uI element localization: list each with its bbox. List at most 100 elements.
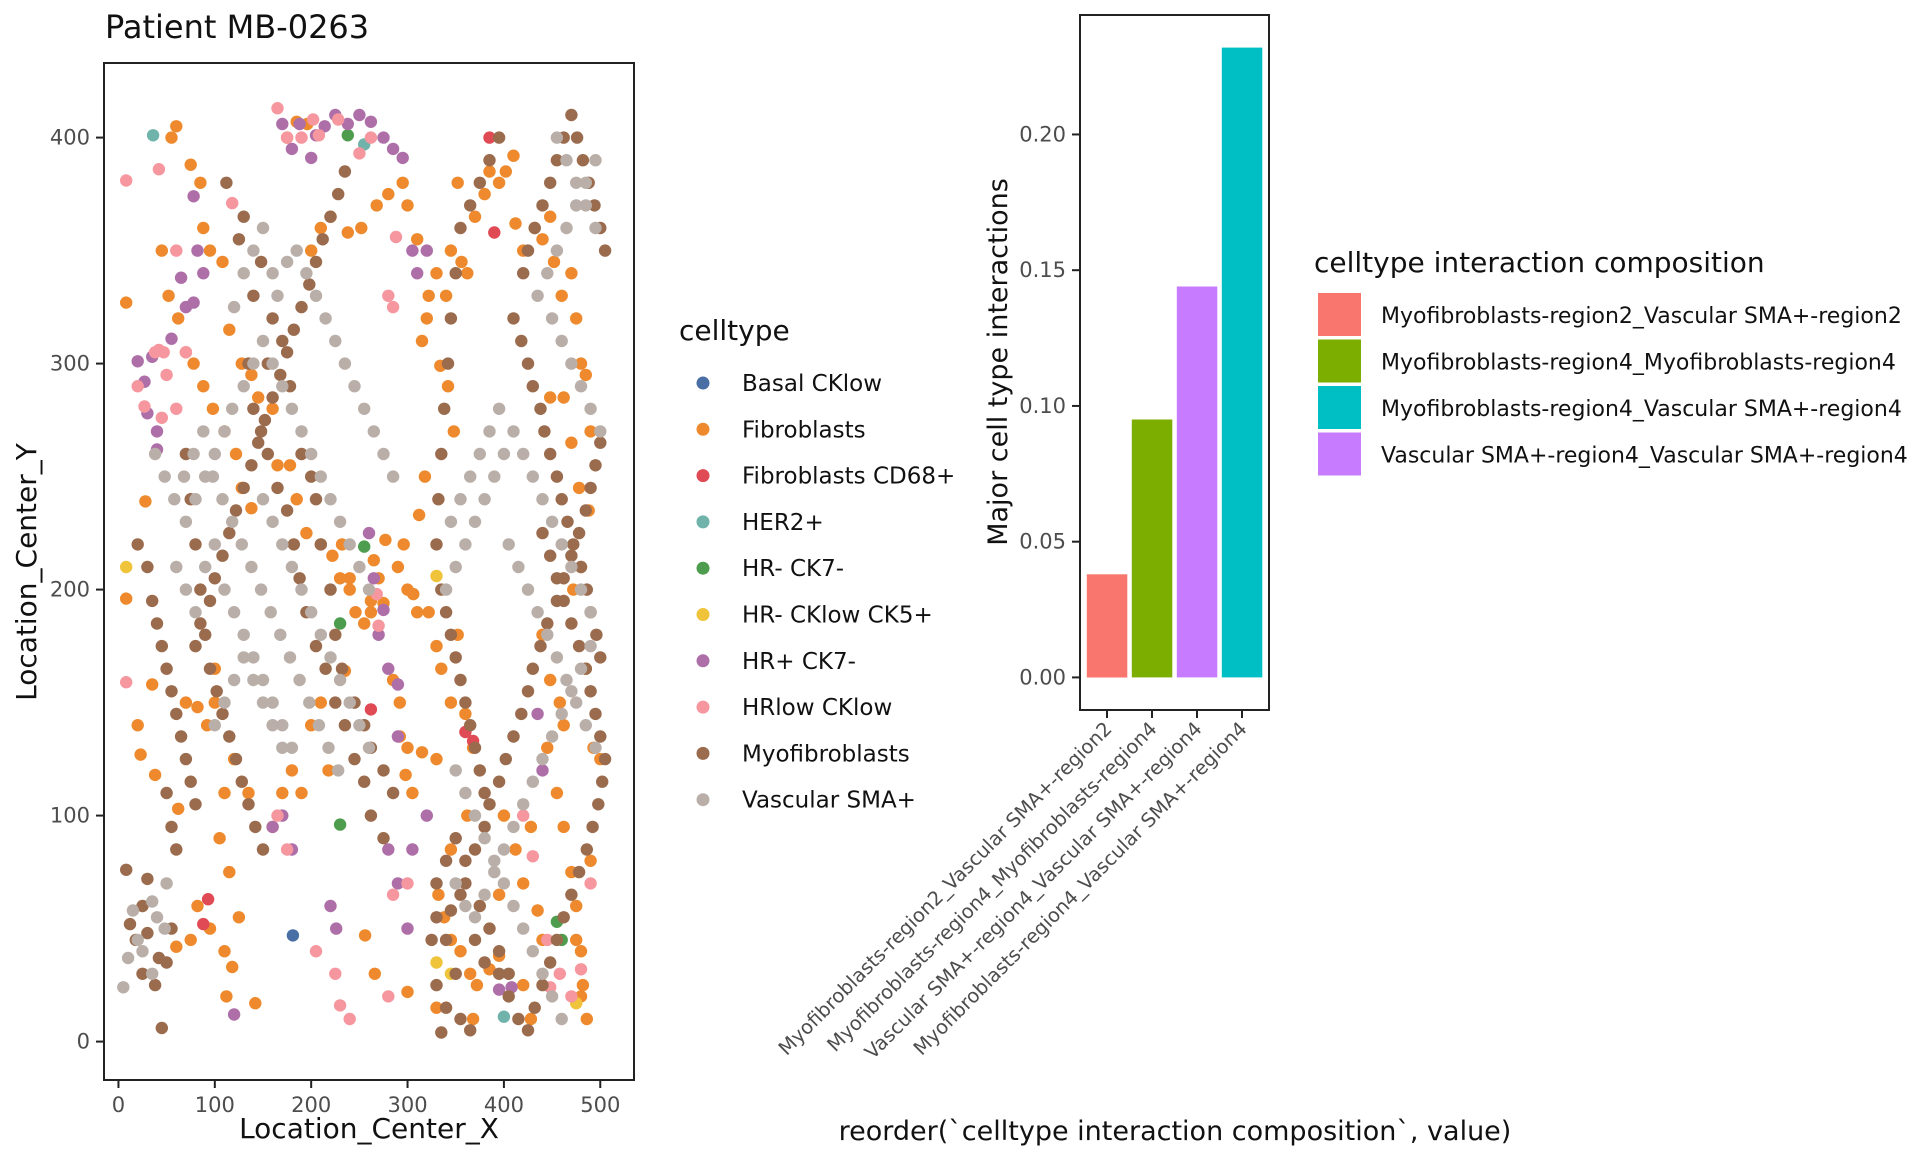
scatter-point bbox=[420, 244, 433, 257]
scatter-point bbox=[157, 346, 170, 359]
scatter-point bbox=[226, 402, 239, 415]
scatter-point bbox=[295, 786, 308, 800]
scatter-point bbox=[439, 933, 453, 947]
scatter-point bbox=[561, 515, 574, 528]
scatter-point bbox=[557, 594, 570, 608]
scatter-point bbox=[483, 798, 496, 811]
scatter-point bbox=[191, 244, 204, 257]
scatter-point bbox=[528, 1001, 541, 1014]
scatter-point bbox=[341, 226, 354, 239]
scatter-point bbox=[382, 289, 395, 302]
scatter-point bbox=[526, 470, 539, 483]
scatter-point bbox=[266, 402, 279, 415]
scatter-point bbox=[303, 278, 316, 291]
scatter-point bbox=[199, 560, 212, 574]
scatter-point bbox=[415, 746, 429, 759]
scatter-point bbox=[349, 606, 362, 619]
scatter-point bbox=[208, 696, 221, 709]
scatter-point bbox=[430, 267, 443, 280]
scatter-point bbox=[314, 538, 327, 551]
scatter-point bbox=[165, 820, 178, 834]
scatter-point bbox=[216, 493, 229, 506]
scatter-point bbox=[377, 603, 390, 617]
scatter-point bbox=[367, 572, 380, 585]
scatter-point bbox=[271, 459, 284, 472]
scatter-point bbox=[338, 357, 352, 370]
scatter-point bbox=[223, 730, 236, 743]
scatter-point bbox=[324, 651, 337, 664]
scatter-point bbox=[283, 459, 297, 472]
scatter-point bbox=[473, 899, 486, 913]
celltype-legend-swatch bbox=[696, 793, 710, 807]
scatter-point bbox=[139, 495, 152, 508]
scatter-point bbox=[517, 877, 530, 890]
interaction-legend-title: celltype interaction composition bbox=[1314, 246, 1765, 279]
scatter-point bbox=[517, 809, 530, 822]
scatter-point bbox=[555, 707, 568, 721]
celltype-legend-label: HR+ CK7- bbox=[742, 649, 856, 675]
scatter-point bbox=[454, 493, 467, 506]
scatter-point bbox=[189, 538, 202, 551]
scatter-point bbox=[468, 809, 482, 822]
scatter-point bbox=[136, 945, 149, 958]
scatter-x-tick-label: 200 bbox=[291, 1093, 331, 1117]
scatter-point bbox=[247, 244, 260, 257]
scatter-point bbox=[507, 425, 520, 438]
scatter-point bbox=[579, 504, 592, 517]
bar-x-label: reorder(`celltype interaction compositio… bbox=[839, 1116, 1512, 1147]
scatter-point bbox=[459, 538, 472, 551]
scatter-point bbox=[220, 990, 233, 1003]
bar-y-tick-label: 0.10 bbox=[1019, 394, 1066, 418]
scatter-point bbox=[531, 606, 544, 619]
scatter-point bbox=[521, 357, 535, 370]
scatter-point bbox=[179, 696, 193, 709]
scatter-title: Patient MB-0263 bbox=[105, 8, 369, 46]
scatter-point bbox=[362, 526, 376, 540]
scatter-point bbox=[459, 877, 472, 890]
scatter-point bbox=[579, 176, 592, 189]
scatter-point bbox=[170, 402, 183, 415]
scatter-point bbox=[517, 922, 530, 935]
scatter-point bbox=[155, 1021, 168, 1035]
scatter-point bbox=[274, 628, 287, 641]
scatter-point bbox=[343, 583, 356, 596]
scatter-point bbox=[473, 176, 486, 189]
scatter-point bbox=[430, 1001, 443, 1014]
scatter-point bbox=[449, 967, 462, 980]
celltype-legend-label: Vascular SMA+ bbox=[742, 788, 916, 814]
scatter-point bbox=[589, 154, 602, 167]
scatter-point bbox=[338, 165, 352, 178]
scatter-point bbox=[401, 741, 414, 754]
scatter-point bbox=[131, 538, 144, 551]
scatter-point bbox=[565, 357, 578, 370]
scatter-point bbox=[249, 997, 262, 1010]
celltype-legend-label: HR- CK7- bbox=[742, 556, 844, 582]
celltype-legend-label: HR- CKlow CK5+ bbox=[742, 603, 933, 629]
scatter-x-tick-label: 300 bbox=[387, 1093, 427, 1117]
scatter-point bbox=[580, 1012, 593, 1026]
scatter-point bbox=[391, 678, 405, 691]
bar bbox=[1086, 574, 1128, 678]
scatter-point bbox=[557, 911, 570, 924]
scatter-point bbox=[536, 764, 549, 777]
scatter-point bbox=[274, 368, 287, 382]
scatter-point bbox=[256, 221, 270, 235]
scatter-point bbox=[120, 560, 133, 574]
scatter-point bbox=[560, 673, 573, 687]
scatter-point bbox=[271, 289, 284, 302]
scatter-point bbox=[396, 151, 409, 165]
scatter-point bbox=[594, 436, 607, 449]
celltype-legend-swatch bbox=[696, 608, 710, 621]
scatter-point bbox=[454, 1012, 467, 1026]
scatter-point bbox=[521, 685, 535, 698]
scatter-point bbox=[584, 481, 597, 495]
scatter-point bbox=[364, 703, 378, 716]
scatter-point bbox=[570, 933, 583, 947]
scatter-point bbox=[187, 447, 200, 461]
celltype-legend-label: HRlow CKlow bbox=[742, 695, 892, 721]
scatter-point bbox=[223, 526, 236, 540]
scatter-point bbox=[557, 719, 570, 732]
scatter-point bbox=[372, 628, 385, 641]
scatter-point bbox=[432, 888, 445, 901]
bar-frame bbox=[1079, 14, 1270, 711]
